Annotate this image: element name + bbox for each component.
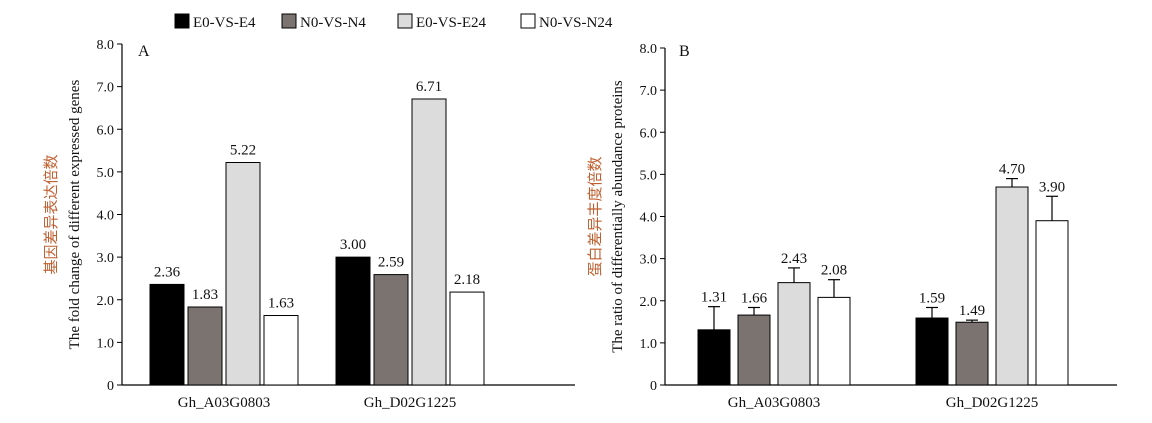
panel-a-y-tick-label: 5.0 xyxy=(97,166,115,181)
legend-swatch-2 xyxy=(281,13,297,29)
legend-label-4: N0-VS-N24 xyxy=(539,15,613,31)
panel-b-bar-1-1 xyxy=(697,329,731,386)
panel-b-bar-2-3 xyxy=(995,186,1029,386)
panel-b-bar-2-1 xyxy=(915,317,949,386)
panel-b-value-label: 1.59 xyxy=(919,290,945,306)
legend-label-2: N0-VS-N4 xyxy=(300,15,366,31)
panel-a-y-tick-label: 6.0 xyxy=(97,123,115,138)
panel-a-y-tick-label: 3.0 xyxy=(97,251,115,266)
panel-a-bar-2-3 xyxy=(411,98,447,386)
legend-label-3: E0-VS-E24 xyxy=(416,15,486,31)
panel-a-value-label: 3.00 xyxy=(340,237,366,253)
panel-a-bar-1-1 xyxy=(149,283,185,386)
panel-a-y-tick-label: 0 xyxy=(107,379,114,394)
panel-a-x-tick-label: Gh_A03G0803 xyxy=(178,395,271,411)
panel-b-y-tick-label: 0 xyxy=(650,379,657,394)
panel-b-x-tick-label: Gh_A03G0803 xyxy=(728,395,821,411)
panel-b-value-label: 3.90 xyxy=(1039,179,1065,195)
panel-b-label: B xyxy=(679,43,690,60)
panel-a-y-tick-label: 2.0 xyxy=(97,294,115,309)
panel-b-bar-1-2 xyxy=(737,314,771,386)
panel-a-value-label: 1.83 xyxy=(192,287,218,303)
panel-b-bar-1-4 xyxy=(817,296,851,386)
panel-a-value-label: 2.59 xyxy=(378,255,404,271)
panel-b-value-label: 1.31 xyxy=(701,290,727,306)
panel-b-value-label: 2.08 xyxy=(821,263,847,279)
panel-b-y-axis-label-cn: 蛋白差异丰度倍数 xyxy=(587,156,604,276)
panel-b-y-tick-label: 6.0 xyxy=(640,126,658,141)
panel-b-y-tick-label: 2.0 xyxy=(640,295,658,310)
legend-swatch-1 xyxy=(174,13,190,29)
panel-b-y-tick-label: 5.0 xyxy=(640,168,658,183)
panel-b-y-tick-label: 1.0 xyxy=(640,337,658,352)
panel-a-y-tick-label: 4.0 xyxy=(97,209,115,224)
panel-b-y-tick-label: 4.0 xyxy=(640,211,658,226)
panel-a-y-tick-label: 8.0 xyxy=(97,38,115,53)
panel-b-value-label: 1.49 xyxy=(959,303,985,319)
panel-b-y-tick-label: 3.0 xyxy=(640,253,658,268)
panel-a-y-axis-label-cn: 基因差异表达倍数 xyxy=(43,154,60,274)
panel-a-chart: 0 1.0 2.0 3.0 4.0 5.0 6.0 7.0 8.0 A The fold chang… xyxy=(43,38,575,411)
legend-swatch-4 xyxy=(520,13,536,29)
panel-a-bar-1-3 xyxy=(225,161,261,386)
panel-b-y-tick-label: 8.0 xyxy=(640,42,658,57)
panel-b-value-label: 4.70 xyxy=(999,162,1025,178)
legend-swatch-3 xyxy=(397,13,413,29)
panel-b-value-label: 1.66 xyxy=(741,290,768,306)
panel-b-value-label: 2.43 xyxy=(781,251,807,267)
panel-a-value-label: 6.71 xyxy=(416,79,442,95)
panel-b-chart: 0 1.0 2.0 3.0 4.0 5.0 6.0 7.0 8.0 B The ratio of d… xyxy=(587,42,1117,411)
legend-label-1: E0-VS-E4 xyxy=(193,15,256,31)
panel-b-y-tick-label: 7.0 xyxy=(640,84,658,99)
panel-a-y-axis-label-en: The fold change of different expressed g… xyxy=(67,80,83,350)
panel-a-bar-1-4 xyxy=(263,315,299,386)
panel-b-x-tick-label: Gh_D02G1225 xyxy=(946,395,1039,411)
panel-a-bar-2-1 xyxy=(335,256,371,386)
panel-a-bar-2-4 xyxy=(449,291,485,386)
panel-a-value-label: 2.36 xyxy=(154,264,181,280)
panel-a-label: A xyxy=(138,43,150,60)
panel-b-y-axis-label-en: The ratio of differentially abundance pr… xyxy=(610,80,626,353)
panel-b-bar-2-2 xyxy=(955,321,989,386)
panel-a-bar-1-2 xyxy=(187,306,223,386)
panel-a-bar-2-2 xyxy=(373,274,409,386)
panel-a-value-label: 2.18 xyxy=(454,272,480,288)
panel-a-y-tick-label: 1.0 xyxy=(97,336,115,351)
panel-b-bar-1-3 xyxy=(777,282,811,386)
legend: E0-VS-E4 N0-VS-N4 E0-VS-E24 N0-VS-N24 xyxy=(174,13,613,31)
panel-a-value-label: 1.63 xyxy=(268,296,294,312)
panel-a-value-label: 5.22 xyxy=(230,142,256,158)
panel-a-x-tick-label: Gh_D02G1225 xyxy=(364,395,457,411)
panel-b-bar-2-4 xyxy=(1035,220,1069,386)
panel-a-y-tick-label: 7.0 xyxy=(97,81,115,96)
